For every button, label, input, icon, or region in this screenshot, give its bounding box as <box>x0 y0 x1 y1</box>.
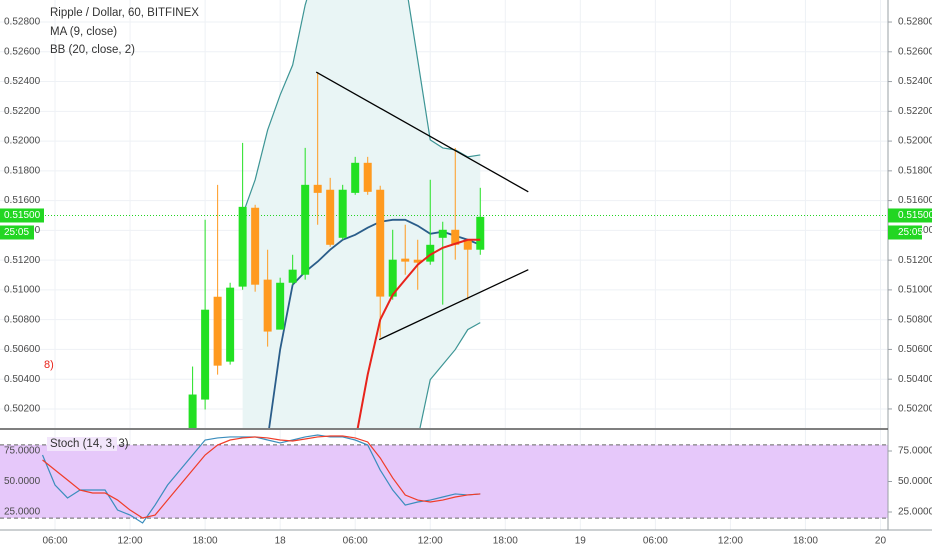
candle-body <box>238 206 247 287</box>
y-tick-label: 0.50400 <box>4 374 41 385</box>
candle-body <box>438 229 447 238</box>
candle-body <box>226 287 235 362</box>
x-tick-label: 18:00 <box>193 536 218 547</box>
line <box>242 0 481 215</box>
y-tick-label: 0.52200 <box>898 106 932 117</box>
line <box>356 238 481 428</box>
chart-title: Ripple / Dollar, 60, BITFINEX <box>50 7 199 19</box>
candle-body <box>201 309 210 400</box>
candle-body <box>313 184 322 193</box>
y-tick-label: 0.51200 <box>4 255 41 266</box>
y-tick-label: 25.0000 <box>4 507 41 518</box>
countdown-label: 25:05 <box>898 227 923 238</box>
x-tick-label: 06:00 <box>343 536 368 547</box>
trendline <box>378 269 529 341</box>
price-pane <box>0 0 888 428</box>
y-tick-label: 0.50800 <box>4 314 41 325</box>
legend-entry: MA (9, close) <box>50 26 117 38</box>
y-tick-label: 0.50200 <box>4 404 41 415</box>
candle-body <box>426 244 435 262</box>
candle-body <box>301 184 310 275</box>
last-price-label: 0.51500 <box>4 210 41 221</box>
y-tick-label: 0.50600 <box>4 344 41 355</box>
candle-body <box>351 162 360 193</box>
axes <box>0 0 932 531</box>
y-tick-label: 0.51000 <box>4 285 41 296</box>
candle-body <box>326 189 335 245</box>
candle-body <box>251 207 260 285</box>
x-tick-label: 06:00 <box>643 536 668 547</box>
candle-body <box>476 216 485 250</box>
y-tick-label: 0.52400 <box>4 76 41 87</box>
y-tick-label: 0.52000 <box>4 136 41 147</box>
y-tick-label: 50.0000 <box>898 476 932 487</box>
stoch-band <box>0 444 888 519</box>
y-tick-label: 0.51600 <box>4 195 41 206</box>
y-tick-label: 0.52800 <box>898 17 932 28</box>
y-tick-label: 0.51800 <box>4 165 41 176</box>
x-tick-label: 19 <box>575 536 587 547</box>
y-tick-label: 25.0000 <box>898 507 932 518</box>
x-tick-label: 18:00 <box>793 536 818 547</box>
x-tick-label: 12:00 <box>718 536 743 547</box>
y-tick-label: 0.50400 <box>898 374 932 385</box>
line <box>42 435 481 519</box>
last-price-label: 0.51500 <box>898 210 932 221</box>
y-tick-label: 50.0000 <box>4 476 41 487</box>
x-tick-label: 18:00 <box>493 536 518 547</box>
candle-body <box>376 189 385 297</box>
line <box>419 322 481 428</box>
candle-body <box>363 162 372 192</box>
x-tick-label: 12:00 <box>418 536 443 547</box>
countdown-label: 25:05 <box>4 227 29 238</box>
stoch-title-box <box>47 437 117 451</box>
candle-body <box>276 282 285 330</box>
last-price-box <box>888 208 932 223</box>
y-tick-label: 0.51800 <box>898 165 932 176</box>
x-tick-label: 12:00 <box>118 536 143 547</box>
bb-fill <box>242 0 481 428</box>
y-tick-label: 0.51200 <box>898 255 932 266</box>
legend-entry: BB (20, close, 2) <box>50 44 135 56</box>
candle-body <box>213 296 222 366</box>
candle-body <box>463 239 472 250</box>
candle-body <box>263 279 272 332</box>
y-tick-label: 0.52200 <box>4 106 41 117</box>
side-label: 8) <box>44 359 54 371</box>
candle-body <box>388 259 397 297</box>
candle-body <box>338 189 347 238</box>
y-tick-label: 0.50800 <box>898 314 932 325</box>
trendline <box>315 71 529 193</box>
y-tick-label: 0.51000 <box>898 285 932 296</box>
y-tick-label: 0.52400 <box>898 76 932 87</box>
y-tick-label: 0.50200 <box>898 404 932 415</box>
candle-body <box>413 259 422 263</box>
y-tick-label: 0.52800 <box>4 17 41 28</box>
y-tick-label: 0.52000 <box>898 136 932 147</box>
countdown-box <box>888 225 922 240</box>
line <box>41 434 481 524</box>
stoch-pane <box>0 434 888 524</box>
y-tick-label: 0.52600 <box>4 46 41 57</box>
candle-body <box>401 258 410 262</box>
candle-body <box>188 394 197 428</box>
stoch-title: Stoch (14, 3, 3) <box>50 438 129 450</box>
last-price-box <box>0 208 44 223</box>
x-tick-label: 18 <box>275 536 287 547</box>
candle-body <box>288 269 297 283</box>
y-tick-label: 0.52600 <box>898 46 932 57</box>
x-tick-label: 20 <box>875 536 887 547</box>
y-tick-label: 0.51600 <box>898 195 932 206</box>
y-tick-label: 0.50600 <box>898 344 932 355</box>
candle-body <box>451 229 460 245</box>
countdown-box <box>0 225 34 240</box>
y-tick-label: 75.0000 <box>4 446 41 457</box>
y-tick-label: 75.0000 <box>898 446 932 457</box>
x-tick-label: 06:00 <box>43 536 68 547</box>
